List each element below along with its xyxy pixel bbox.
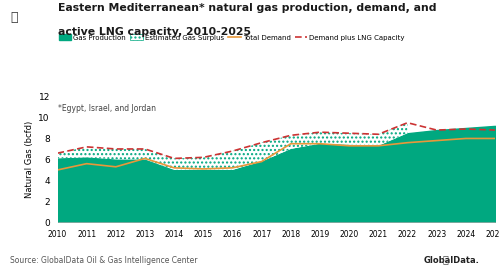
Text: GlobalData.: GlobalData.	[424, 256, 480, 265]
Text: ⧖: ⧖	[10, 11, 18, 24]
Legend: Gas Production, Estimated Gas Surplus, Total Demand, Demand plus LNG Capacity: Gas Production, Estimated Gas Surplus, T…	[59, 35, 405, 40]
Text: *Egypt, Israel, and Jordan: *Egypt, Israel, and Jordan	[58, 104, 156, 113]
Text: Source: GlobalData Oil & Gas Intelligence Center: Source: GlobalData Oil & Gas Intelligenc…	[10, 256, 198, 265]
Y-axis label: Natural Gas (bcfd): Natural Gas (bcfd)	[25, 121, 34, 198]
Text: active LNG capacity, 2010-2025: active LNG capacity, 2010-2025	[58, 27, 250, 37]
Text: Eastern Mediterranean* natural gas production, demand, and: Eastern Mediterranean* natural gas produ…	[58, 3, 436, 13]
Text: ⓘ: ⓘ	[442, 254, 448, 264]
